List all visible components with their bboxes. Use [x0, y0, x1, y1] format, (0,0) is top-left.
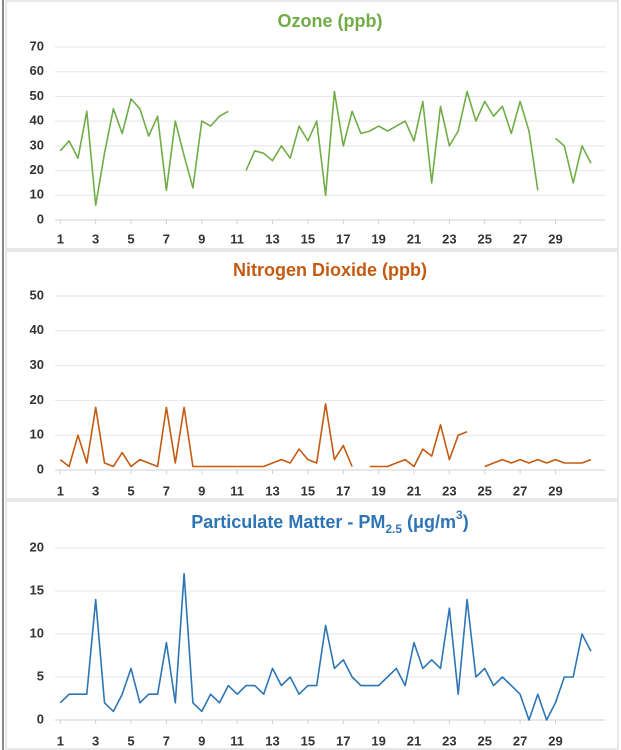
- x-tick-label: 15: [301, 483, 315, 498]
- data-line: [59, 90, 592, 206]
- y-tick-label: 20: [30, 162, 44, 177]
- panel-frame: [5, 0, 619, 250]
- chart-title: Nitrogen Dioxide (ppb): [233, 260, 427, 280]
- y-tick-label: 40: [30, 113, 44, 128]
- x-tick-label: 3: [92, 231, 99, 246]
- y-tick-label: 10: [30, 625, 44, 640]
- x-tick-label: 29: [548, 231, 562, 246]
- y-tick-label: 20: [30, 392, 44, 407]
- y-tick-label: 0: [37, 211, 44, 226]
- x-tick-label: 1: [57, 733, 64, 748]
- x-tick-label: 11: [230, 483, 244, 498]
- x-tick-label: 9: [198, 231, 205, 246]
- panel-frame: [5, 500, 619, 750]
- y-tick-label: 70: [30, 38, 44, 53]
- x-tick-label: 17: [336, 483, 350, 498]
- x-tick-label: 7: [163, 733, 170, 748]
- x-tick-label: 9: [198, 483, 205, 498]
- y-tick-label: 50: [30, 88, 44, 103]
- chart-title: Ozone (ppb): [278, 11, 383, 31]
- x-tick-label: 5: [127, 483, 134, 498]
- title-part: (μg/m: [402, 512, 456, 532]
- title-part: 2.5: [385, 522, 402, 536]
- data-line: [59, 573, 592, 721]
- y-tick-label: 20: [30, 539, 44, 554]
- x-tick-label: 1: [57, 483, 64, 498]
- x-tick-label: 3: [92, 483, 99, 498]
- x-tick-label: 3: [92, 733, 99, 748]
- x-tick-label: 11: [230, 231, 244, 246]
- x-tick-label: 9: [198, 733, 205, 748]
- x-tick-label: 7: [163, 483, 170, 498]
- title-part: 3: [456, 508, 463, 522]
- x-tick-label: 27: [513, 231, 527, 246]
- chart-title: Particulate Matter - PM2.5 (μg/m3): [191, 508, 468, 536]
- x-tick-label: 17: [336, 733, 350, 748]
- x-tick-label: 25: [478, 231, 492, 246]
- x-tick-label: 11: [230, 733, 244, 748]
- x-tick-label: 19: [371, 483, 385, 498]
- y-tick-label: 30: [30, 357, 44, 372]
- x-tick-label: 29: [548, 483, 562, 498]
- x-tick-label: 29: [548, 733, 562, 748]
- x-tick-label: 19: [371, 231, 385, 246]
- x-tick-label: 27: [513, 483, 527, 498]
- x-tick-label: 5: [127, 733, 134, 748]
- y-tick-label: 30: [30, 137, 44, 152]
- x-tick-label: 25: [478, 733, 492, 748]
- y-tick-label: 5: [37, 668, 44, 683]
- title-part: Particulate Matter - PM: [191, 512, 385, 532]
- x-tick-label: 21: [407, 733, 421, 748]
- y-tick-label: 0: [37, 461, 44, 476]
- y-tick-label: 40: [30, 322, 44, 337]
- data-line: [59, 403, 592, 468]
- x-tick-label: 21: [407, 231, 421, 246]
- x-tick-label: 5: [127, 231, 134, 246]
- x-tick-label: 17: [336, 231, 350, 246]
- x-tick-label: 15: [301, 231, 315, 246]
- y-tick-label: 0: [37, 711, 44, 726]
- x-tick-label: 13: [265, 483, 279, 498]
- x-tick-label: 23: [442, 483, 456, 498]
- x-tick-label: 7: [163, 231, 170, 246]
- y-tick-label: 60: [30, 63, 44, 78]
- y-tick-label: 15: [30, 582, 44, 597]
- y-tick-label: 10: [30, 427, 44, 442]
- x-tick-label: 23: [442, 733, 456, 748]
- x-tick-label: 13: [265, 231, 279, 246]
- x-tick-label: 13: [265, 733, 279, 748]
- panel-frame: [5, 250, 619, 500]
- x-tick-label: 15: [301, 733, 315, 748]
- x-tick-label: 25: [478, 483, 492, 498]
- x-tick-label: 21: [407, 483, 421, 498]
- title-part: ): [463, 512, 469, 532]
- y-tick-label: 50: [30, 287, 44, 302]
- x-tick-label: 23: [442, 231, 456, 246]
- x-tick-label: 1: [57, 231, 64, 246]
- x-tick-label: 19: [371, 733, 385, 748]
- x-tick-label: 27: [513, 733, 527, 748]
- y-tick-label: 10: [30, 187, 44, 202]
